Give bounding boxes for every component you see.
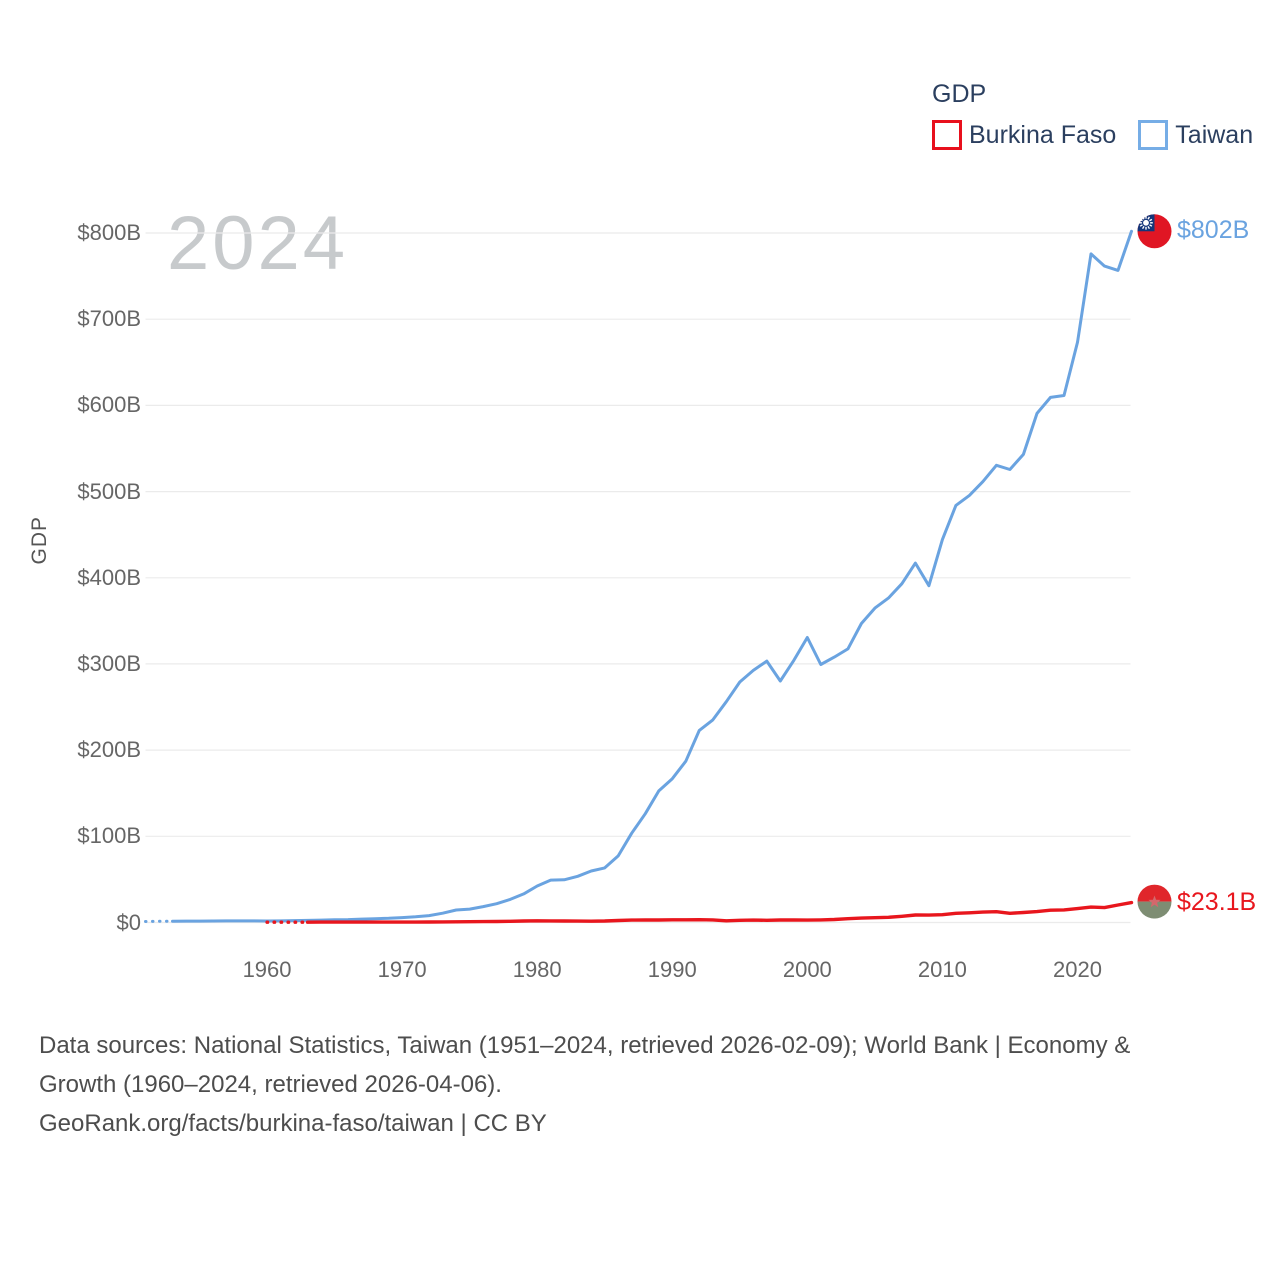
y-tick-label: $400B bbox=[77, 564, 141, 590]
chart-legend: GDP Burkina Faso Taiwan bbox=[932, 80, 1253, 150]
legend-label: Taiwan bbox=[1175, 120, 1254, 149]
burkina-faso-end-value-label: $23.1B bbox=[1177, 888, 1257, 916]
x-tick-label: 2000 bbox=[782, 957, 832, 982]
taiwan-line bbox=[171, 229, 1133, 923]
y-tick-label: $100B bbox=[77, 823, 141, 849]
burkina-faso-line bbox=[305, 900, 1134, 924]
burkina-faso-swatch-icon bbox=[932, 120, 962, 150]
gridlines bbox=[145, 232, 1131, 924]
x-tick-label: 2020 bbox=[1052, 957, 1102, 982]
burkina-faso-flag-icon bbox=[1137, 884, 1172, 919]
y-tick-label: $600B bbox=[77, 392, 141, 418]
y-tick-label: $500B bbox=[77, 478, 141, 504]
taiwan-swatch-icon bbox=[1138, 120, 1169, 150]
y-tick-label: $0 bbox=[116, 909, 141, 935]
year-watermark: 2024 bbox=[167, 201, 349, 286]
data-sources-footer: Data sources: National Statistics, Taiwa… bbox=[39, 1026, 1249, 1143]
taiwan-flag-icon bbox=[1137, 214, 1172, 249]
footer-sources-line-1: Data sources: National Statistics, Taiwa… bbox=[39, 1032, 1131, 1059]
legend-row: Burkina Faso Taiwan bbox=[932, 120, 1253, 150]
y-tick-label: $800B bbox=[77, 220, 141, 245]
x-tick-label: 1960 bbox=[242, 957, 292, 982]
x-tick-label: 1990 bbox=[647, 957, 697, 982]
legend-item-burkina-faso[interactable]: Burkina Faso bbox=[932, 120, 1116, 150]
legend-title: GDP bbox=[932, 80, 987, 108]
x-tick-label: 1980 bbox=[512, 957, 562, 982]
gdp-line-chart bbox=[144, 214, 1172, 924]
footer-sources-line-2: Growth (1960–2024, retrieved 2026-04-06)… bbox=[39, 1071, 502, 1098]
footer-attribution-link[interactable]: GeoRank.org/facts/burkina-faso/taiwan | … bbox=[39, 1110, 547, 1137]
x-tick-label: 1970 bbox=[377, 957, 427, 982]
legend-label: Burkina Faso bbox=[969, 120, 1117, 149]
x-tick-label: 2010 bbox=[917, 957, 967, 982]
y-tick-label: $300B bbox=[77, 650, 141, 676]
taiwan-end-value-label: $802B bbox=[1177, 216, 1250, 244]
legend-item-taiwan[interactable]: Taiwan bbox=[1138, 120, 1253, 150]
y-tick-label: $200B bbox=[77, 737, 141, 763]
y-tick-label: $700B bbox=[77, 306, 141, 332]
y-axis-title: GDP bbox=[28, 516, 51, 565]
